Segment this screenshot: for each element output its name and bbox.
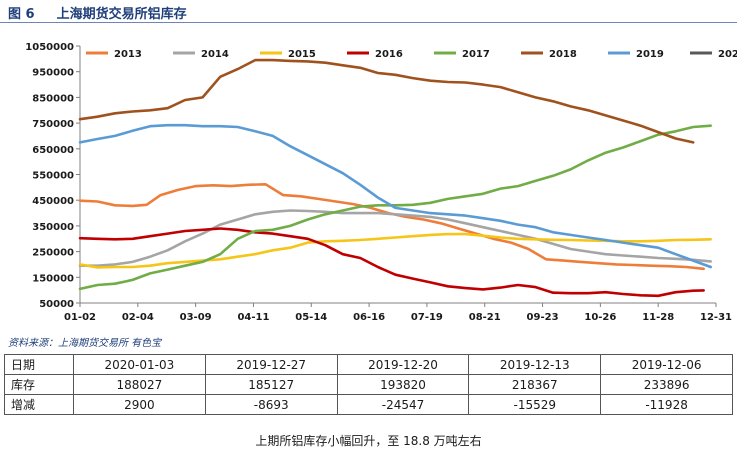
x-tick-label: 02-04 [122, 312, 154, 323]
table-row: 增减 2900 -8693 -24547 -15529 -11928 [4, 394, 733, 415]
series-line-2013 [78, 183, 705, 271]
table-cell: 2900 [73, 394, 206, 415]
legend-label-2016: 2016 [375, 49, 403, 60]
y-tick-label: 150000 [32, 273, 74, 284]
table-header-row: 日期 2020-01-03 2019-12-27 2019-12-20 2019… [4, 354, 733, 375]
x-tick-label: 11-28 [642, 312, 674, 323]
series-line-2014 [78, 209, 712, 267]
x-tick-label: 12-31 [700, 312, 732, 323]
table-date-cell: 2019-12-27 [204, 354, 338, 375]
y-tick-label: 950000 [32, 68, 74, 79]
x-tick-label: 07-19 [411, 312, 443, 323]
series-line-2018 [78, 58, 695, 144]
figure-number: 图 6 [8, 7, 35, 22]
figure-title: 图 6 上海期货交易所铝库存 [8, 3, 187, 22]
x-tick-label: 01-02 [64, 312, 96, 323]
legend-label-2014: 2014 [201, 49, 229, 60]
legend-label-2017: 2017 [462, 49, 490, 60]
table-cell: 218367 [468, 374, 602, 395]
inventory-line-chart: 50000 150000 250000 350000 450000 550000 65000… [25, 42, 737, 323]
table-cell: -8693 [204, 394, 338, 415]
series-line-2017 [78, 124, 712, 291]
y-tick-label: 450000 [32, 196, 74, 207]
x-tick-label: 06-16 [353, 312, 385, 323]
x-tick-label: 09-23 [527, 312, 559, 323]
y-tick-label: 650000 [32, 145, 74, 156]
legend-label-2015: 2015 [288, 49, 316, 60]
legend-label-2013: 2013 [114, 49, 142, 60]
table-date-cell: 2019-12-20 [336, 354, 470, 375]
x-tick-label: 03-09 [180, 312, 212, 323]
x-tick-label: 10-26 [584, 312, 616, 323]
table-header-label: 日期 [4, 354, 74, 375]
figure-title-text: 上海期货交易所铝库存 [56, 7, 187, 22]
table-cell: 188027 [73, 374, 206, 395]
table-row-label: 增减 [4, 394, 74, 415]
table-cell: 185127 [204, 374, 338, 395]
table-cell: -11928 [600, 394, 733, 415]
x-tick-label: 04-11 [237, 312, 269, 323]
legend-label-2018: 2018 [549, 49, 577, 60]
table-cell: -15529 [468, 394, 602, 415]
y-tick-label: 550000 [32, 171, 74, 182]
x-tick-label: 05-14 [295, 312, 327, 323]
y-tick-label: 750000 [32, 119, 74, 130]
table-date-cell: 2019-12-13 [468, 354, 602, 375]
series-line-2016 [78, 227, 705, 298]
x-tick-label: 08-21 [469, 312, 501, 323]
title-divider [0, 22, 737, 23]
series-line-2015 [78, 232, 712, 269]
y-tick-label: 350000 [32, 222, 74, 233]
inventory-table: 日期 2020-01-03 2019-12-27 2019-12-20 2019… [4, 354, 733, 415]
table-date-cell: 2019-12-06 [600, 354, 733, 375]
chart-caption: 上期所铝库存小幅回升，至 18.8 万吨左右 [255, 434, 482, 448]
series-line-2019 [78, 123, 712, 269]
table-cell: 193820 [336, 374, 470, 395]
legend-label-2019: 2019 [636, 49, 664, 60]
y-tick-label: 50000 [39, 299, 74, 310]
table-date-cell: 2020-01-03 [73, 354, 206, 375]
y-tick-label: 1050000 [25, 42, 74, 53]
chart-legend: 2013 2014 2015 2016 2017 2018 2019 2020 [86, 49, 737, 60]
table-cell: 233896 [600, 374, 733, 395]
table-row-label: 库存 [4, 374, 74, 395]
table-cell: -24547 [336, 394, 470, 415]
y-tick-label: 850000 [32, 93, 74, 104]
legend-label-2020: 2020 [718, 49, 737, 60]
source-note: 资料来源：上海期货交易所 有色宝 [8, 338, 162, 349]
y-tick-label: 250000 [32, 248, 74, 259]
table-row: 库存 188027 185127 193820 218367 233896 [4, 374, 733, 395]
